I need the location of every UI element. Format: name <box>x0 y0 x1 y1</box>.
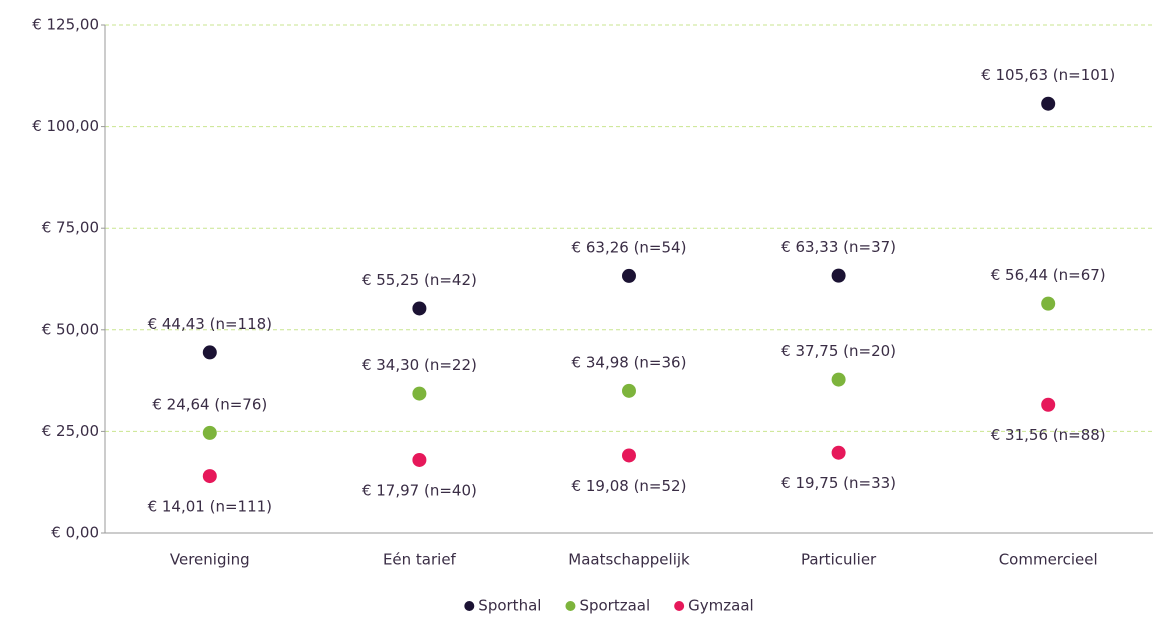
data-label: € 44,43 (n=118) <box>148 315 272 333</box>
x-tick-label: Vereniging <box>170 551 250 569</box>
dot <box>202 345 217 360</box>
dot <box>412 301 427 316</box>
x-tick-label: Commercieel <box>999 551 1098 569</box>
dot <box>831 445 846 460</box>
legend-marker <box>565 601 576 611</box>
dot <box>1041 296 1056 311</box>
data-label: € 17,97 (n=40) <box>362 481 477 499</box>
data-label: € 63,33 (n=37) <box>781 238 896 256</box>
data-label: € 31,56 (n=88) <box>991 426 1106 444</box>
y-tick-label: € 0,00 <box>51 524 99 542</box>
x-tick-label: Maatschappelijk <box>568 551 690 569</box>
data-label: € 56,44 (n=67) <box>991 266 1106 284</box>
data-label: € 19,08 (n=52) <box>572 477 687 495</box>
x-tick-label: Eén tarief <box>383 551 457 569</box>
dot <box>412 452 427 467</box>
y-tick-label: € 125,00 <box>32 16 99 34</box>
data-label: € 105,63 (n=101) <box>981 66 1115 84</box>
data-label: € 55,25 (n=42) <box>362 271 477 289</box>
data-label: € 34,98 (n=36) <box>572 353 687 371</box>
dot <box>622 383 636 398</box>
dot <box>831 372 846 387</box>
data-label: € 34,30 (n=22) <box>362 356 477 374</box>
y-tick-label: € 100,00 <box>32 117 99 135</box>
dot <box>1041 397 1056 412</box>
dot <box>622 268 636 283</box>
y-tick-label: € 75,00 <box>42 219 99 237</box>
dot <box>1041 96 1056 111</box>
data-label: € 63,26 (n=54) <box>572 238 687 256</box>
x-tick-label: Particulier <box>801 551 877 569</box>
legend-marker <box>674 601 685 611</box>
y-tick-label: € 50,00 <box>42 320 99 338</box>
dot <box>202 469 217 484</box>
data-label: € 24,64 (n=76) <box>152 395 267 413</box>
dot <box>412 386 427 401</box>
data-label: € 37,75 (n=20) <box>781 342 896 360</box>
legend-label: Sportzaal <box>579 597 650 615</box>
legend-marker <box>464 601 475 611</box>
dot <box>622 448 636 463</box>
legend-label: Gymzaal <box>688 597 754 615</box>
dot <box>831 268 846 283</box>
dot <box>202 425 217 440</box>
legend-label: Sporthal <box>478 597 541 615</box>
data-label: € 19,75 (n=33) <box>781 474 896 492</box>
y-tick-label: € 25,00 <box>42 422 99 440</box>
data-label: € 14,01 (n=111) <box>148 498 272 516</box>
